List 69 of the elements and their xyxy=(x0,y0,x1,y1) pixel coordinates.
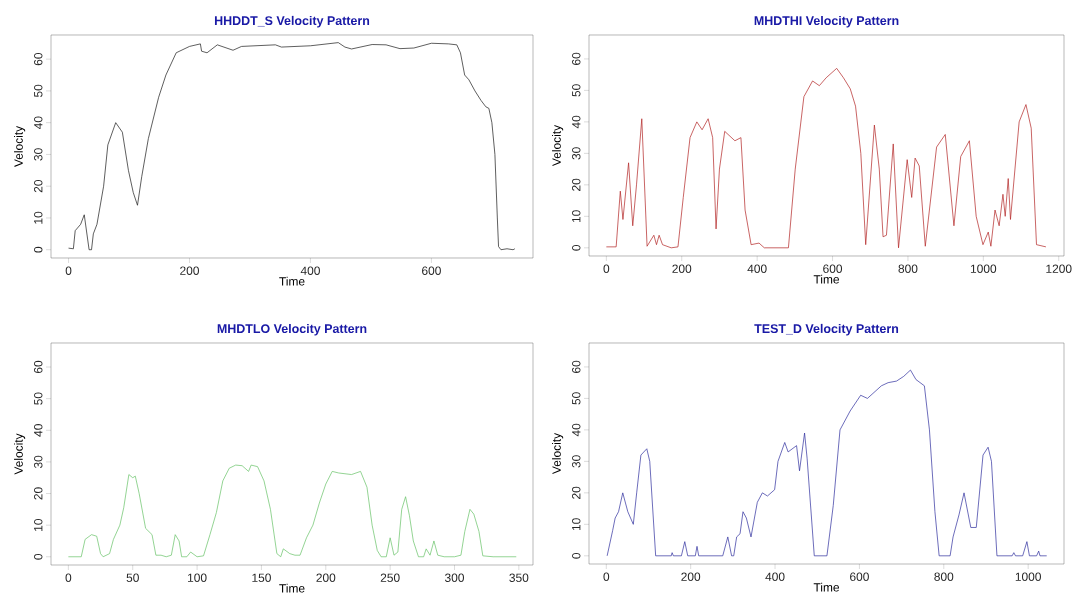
line-series xyxy=(68,42,516,251)
y-axis-title: Velocity xyxy=(14,433,26,475)
x-axis-title: Time xyxy=(813,582,840,592)
x-tick-label: 200 xyxy=(681,572,701,581)
y-tick-label: 60 xyxy=(34,360,43,374)
y-tick-label: 50 xyxy=(34,392,43,405)
y-tick-label: 20 xyxy=(572,178,581,191)
y-tick-label: 20 xyxy=(34,180,43,193)
y-axis-title: Velocity xyxy=(552,124,564,167)
chart-title: HHDDT_S Velocity Pattern xyxy=(214,15,370,28)
chart-title: TEST_D Velocity Pattern xyxy=(754,323,899,336)
y-tick-label: 30 xyxy=(572,147,581,160)
y-tick-label: 60 xyxy=(34,52,43,66)
x-tick-label: 0 xyxy=(65,573,72,582)
y-tick-label: 40 xyxy=(34,116,43,130)
y-tick-label: 30 xyxy=(572,455,581,468)
x-tick-label: 400 xyxy=(765,572,785,581)
x-tick-label: 50 xyxy=(126,573,139,582)
y-tick-label: 50 xyxy=(572,392,581,405)
y-tick-label: 60 xyxy=(572,360,581,373)
y-axis-title: Velocity xyxy=(14,125,26,168)
x-tick-label: 400 xyxy=(747,264,767,273)
y-tick-label: 60 xyxy=(572,52,581,65)
y-tick-label: 20 xyxy=(34,487,43,500)
chart-title: MHDTLO Velocity Pattern xyxy=(217,323,367,336)
y-tick-label: 0 xyxy=(572,244,581,251)
y-tick-label: 30 xyxy=(34,148,43,161)
line-series xyxy=(606,369,1048,557)
y-tick-label: 50 xyxy=(572,84,581,97)
x-tick-label: 250 xyxy=(380,573,400,582)
x-tick-label: 600 xyxy=(422,266,441,275)
y-tick-label: 10 xyxy=(572,518,581,531)
x-tick-label: 400 xyxy=(300,266,320,275)
y-tick-label: 0 xyxy=(34,553,43,560)
y-tick-label: 0 xyxy=(34,246,43,253)
y-tick-label: 30 xyxy=(34,455,43,469)
y-tick-label: 50 xyxy=(34,84,43,98)
x-tick-label: 350 xyxy=(509,573,529,582)
line-series xyxy=(606,68,1047,249)
y-tick-label: 40 xyxy=(572,423,581,437)
y-tick-label: 10 xyxy=(34,518,43,531)
x-tick-label: 300 xyxy=(444,573,465,582)
x-tick-label: 1000 xyxy=(1015,572,1041,581)
y-tick-label: 10 xyxy=(572,210,581,223)
x-tick-label: 0 xyxy=(603,572,610,581)
y-tick-label: 40 xyxy=(34,424,43,437)
x-tick-label: 200 xyxy=(316,573,336,582)
x-tick-label: 1200 xyxy=(1046,264,1072,273)
y-tick-label: 40 xyxy=(572,115,581,129)
x-tick-label: 800 xyxy=(934,572,954,581)
x-axis-title: Time xyxy=(813,274,840,284)
x-tick-label: 200 xyxy=(180,266,199,275)
y-tick-label: 10 xyxy=(34,211,43,224)
y-tick-label: 20 xyxy=(572,486,581,499)
x-tick-label: 0 xyxy=(603,264,610,273)
y-tick-label: 0 xyxy=(572,552,581,559)
line-series xyxy=(68,464,517,558)
x-tick-label: 600 xyxy=(850,572,869,581)
x-tick-label: 600 xyxy=(823,264,843,273)
x-tick-label: 0 xyxy=(65,266,72,275)
x-tick-label: 1000 xyxy=(970,264,997,273)
x-tick-label: 800 xyxy=(898,264,918,273)
x-axis-title: Time xyxy=(279,276,305,286)
x-tick-label: 150 xyxy=(252,573,271,582)
x-tick-label: 200 xyxy=(672,264,692,273)
x-tick-label: 100 xyxy=(188,573,207,582)
y-axis-title: Velocity xyxy=(552,432,564,475)
chart-title: MHDTHI Velocity Pattern xyxy=(754,15,899,28)
x-axis-title: Time xyxy=(279,583,305,593)
